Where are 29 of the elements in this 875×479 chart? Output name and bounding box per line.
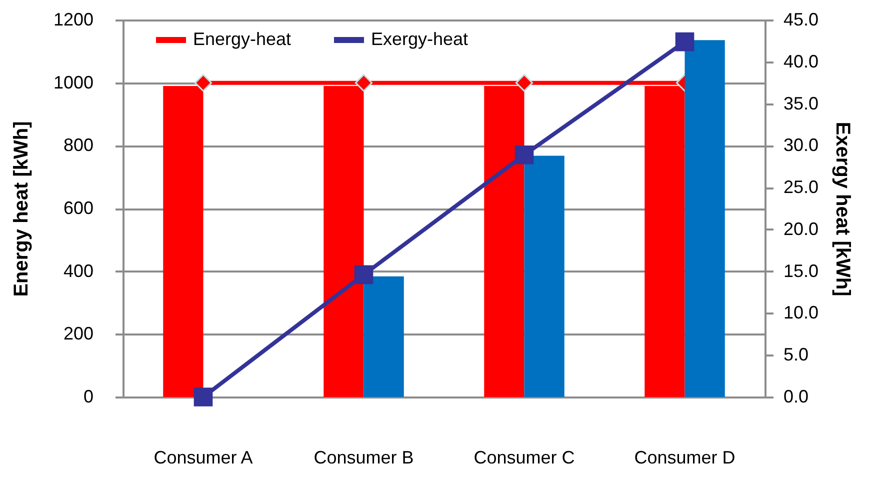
point [514, 145, 534, 164]
y2-tick-label: 5.0 [784, 344, 809, 365]
legend-label: Energy-heat [193, 29, 292, 49]
y2-tick-label: 30.0 [784, 135, 819, 156]
y-tick-label: 800 [63, 135, 94, 156]
point [194, 388, 213, 406]
legend-label: Exergy-heat [371, 29, 468, 49]
x-tick-label: Consumer A [154, 448, 253, 468]
y2-tick-label: 15.0 [784, 260, 819, 281]
y2-tick-label: 45.0 [784, 10, 819, 30]
y-tick-label: 600 [63, 198, 94, 218]
point [675, 32, 694, 52]
point [354, 265, 374, 284]
x-tick-label: Consumer C [474, 448, 575, 468]
y2-tick-label: 10.0 [784, 302, 819, 323]
y2-axis-title: Exergy heat [kWh] [832, 122, 854, 296]
y2-tick-label: 35.0 [784, 93, 819, 114]
y-tick-label: 1200 [53, 10, 94, 30]
y2-tick-label: 25.0 [784, 177, 819, 198]
y-axis-title: Energy heat [kWh] [10, 121, 32, 297]
y-tick-label: 0 [83, 386, 94, 406]
x-tick-label: Consumer D [634, 448, 736, 468]
y2-tick-label: 40.0 [784, 51, 819, 72]
y-tick-label: 400 [63, 260, 94, 281]
y-tick-label: 200 [63, 324, 94, 344]
y2-tick-label: 0.0 [784, 386, 809, 406]
y-tick-label: 1000 [53, 72, 94, 92]
x-tick-label: Consumer B [314, 448, 414, 468]
y2-tick-label: 20.0 [784, 218, 819, 239]
